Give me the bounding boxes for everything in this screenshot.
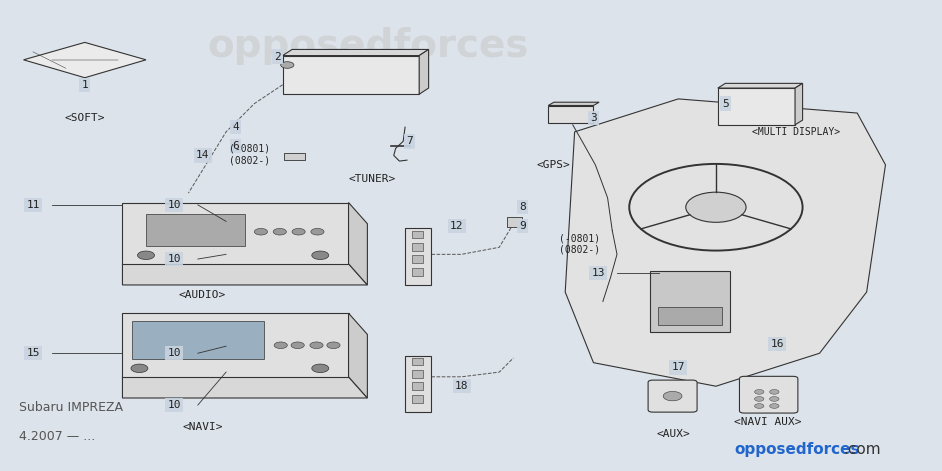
Text: opposedforces: opposedforces	[735, 442, 860, 457]
Text: 10: 10	[168, 200, 181, 210]
Polygon shape	[565, 99, 885, 386]
Bar	[122, 203, 349, 264]
Bar	[412, 358, 423, 365]
Bar	[507, 217, 522, 227]
Polygon shape	[122, 264, 367, 285]
Text: .com: .com	[843, 442, 881, 457]
Text: 1: 1	[81, 80, 89, 90]
Circle shape	[254, 228, 268, 235]
Text: 9: 9	[519, 221, 527, 231]
Text: 10: 10	[168, 254, 181, 264]
Bar	[412, 255, 423, 263]
Text: (-0801)
(0802-): (-0801) (0802-)	[559, 233, 600, 255]
Bar	[412, 370, 423, 378]
Circle shape	[770, 397, 779, 401]
Polygon shape	[122, 377, 367, 398]
Text: 2: 2	[274, 51, 282, 62]
Circle shape	[663, 391, 682, 401]
Circle shape	[686, 192, 746, 222]
Circle shape	[312, 251, 329, 260]
Text: 15: 15	[26, 348, 40, 358]
Bar	[412, 231, 423, 238]
Text: <AUDIO>: <AUDIO>	[179, 290, 226, 300]
Circle shape	[310, 342, 323, 349]
Bar	[412, 243, 423, 251]
Circle shape	[755, 397, 764, 401]
Polygon shape	[419, 49, 429, 94]
FancyBboxPatch shape	[648, 380, 697, 412]
Text: Subaru IMPREZA: Subaru IMPREZA	[19, 401, 122, 414]
Bar	[132, 321, 264, 359]
Text: <AUX>: <AUX>	[657, 429, 690, 439]
Bar	[412, 268, 423, 276]
Text: 13: 13	[592, 268, 605, 278]
Text: <SOFT>: <SOFT>	[65, 113, 105, 123]
Text: 11: 11	[26, 200, 40, 210]
Polygon shape	[795, 83, 803, 125]
Text: opposedforces: opposedforces	[207, 26, 528, 65]
Bar	[650, 271, 730, 332]
Circle shape	[755, 404, 764, 408]
Text: 6: 6	[232, 141, 239, 151]
Bar	[548, 106, 593, 123]
Text: <TUNER>: <TUNER>	[349, 174, 396, 184]
Text: (-0801)
(0802-): (-0801) (0802-)	[229, 144, 270, 165]
Bar	[412, 382, 423, 390]
Text: 10: 10	[168, 348, 181, 358]
Text: 4: 4	[232, 122, 239, 132]
Bar	[284, 153, 305, 160]
Text: <GPS>: <GPS>	[536, 160, 570, 170]
Bar	[283, 56, 419, 94]
Text: <NAVI AUX>: <NAVI AUX>	[734, 417, 802, 427]
Polygon shape	[718, 83, 803, 88]
Polygon shape	[24, 42, 146, 78]
Circle shape	[131, 364, 148, 373]
Bar	[405, 356, 431, 412]
Text: 4.2007 — ...: 4.2007 — ...	[19, 430, 95, 443]
Bar	[718, 88, 795, 125]
Text: <MULTI DISPLAY>: <MULTI DISPLAY>	[752, 127, 840, 137]
Text: 14: 14	[196, 150, 209, 161]
Polygon shape	[349, 313, 367, 398]
Bar	[146, 214, 245, 246]
Text: 3: 3	[590, 113, 597, 123]
Text: 16: 16	[771, 339, 784, 349]
Polygon shape	[349, 203, 367, 285]
Bar	[412, 395, 423, 403]
Text: 7: 7	[406, 136, 414, 146]
Polygon shape	[548, 102, 599, 106]
Circle shape	[281, 62, 294, 68]
Circle shape	[292, 228, 305, 235]
Circle shape	[755, 390, 764, 394]
Text: 17: 17	[672, 362, 685, 373]
Circle shape	[273, 228, 286, 235]
Bar	[658, 307, 722, 325]
Text: 5: 5	[722, 98, 729, 109]
Text: <NAVI>: <NAVI>	[183, 422, 222, 431]
Circle shape	[291, 342, 304, 349]
Circle shape	[770, 404, 779, 408]
Circle shape	[274, 342, 287, 349]
Text: 18: 18	[455, 381, 468, 391]
Text: 12: 12	[450, 221, 463, 231]
Circle shape	[311, 228, 324, 235]
Polygon shape	[283, 49, 429, 56]
Circle shape	[138, 251, 154, 260]
Text: 8: 8	[519, 202, 527, 212]
FancyBboxPatch shape	[739, 376, 798, 413]
Text: 10: 10	[168, 400, 181, 410]
Circle shape	[327, 342, 340, 349]
Circle shape	[312, 364, 329, 373]
Bar	[405, 228, 431, 285]
Circle shape	[770, 390, 779, 394]
Bar	[122, 313, 349, 377]
